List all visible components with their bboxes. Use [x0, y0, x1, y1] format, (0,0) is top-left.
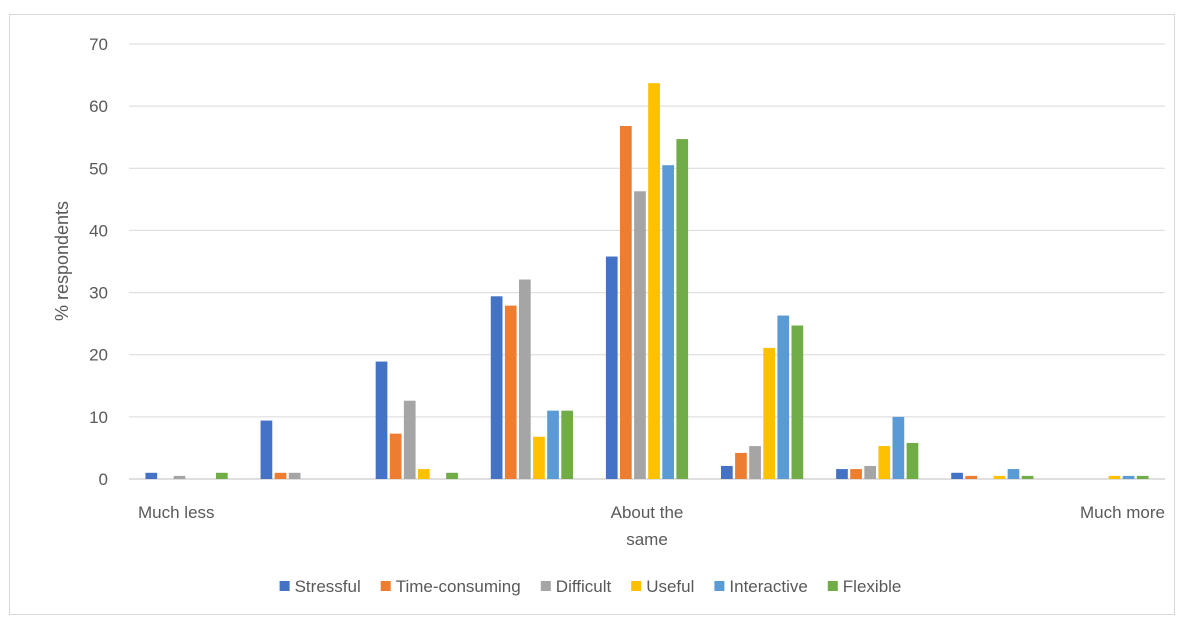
bar-interactive-4	[662, 165, 674, 479]
legend-label-useful: Useful	[646, 577, 694, 596]
legend: Stressful Time-consuming Difficult Useful In…	[279, 577, 902, 596]
x-category-label: About the	[611, 503, 684, 522]
bar-flexible-7	[1021, 475, 1034, 479]
legend-label-stressful: Stressful	[295, 577, 361, 596]
gridlines	[129, 43, 1165, 480]
bar-stressful-5	[721, 465, 733, 479]
bar-difficult-5	[749, 446, 761, 479]
bar-time-consuming-7	[965, 475, 978, 479]
bar-flexible-4	[676, 139, 689, 479]
bar-time-consuming-2	[389, 433, 402, 479]
y-axis-title: % respondents	[52, 201, 72, 321]
bar-difficult-6	[864, 465, 877, 479]
bar-flexible-2	[446, 472, 458, 479]
legend-swatch-useful	[631, 581, 642, 591]
bar-useful-5	[763, 347, 776, 479]
y-tick-label: 20	[89, 346, 108, 365]
x-category-label: Much more	[1080, 503, 1165, 522]
bar-stressful-3	[490, 296, 503, 479]
bar-flexible-5	[791, 325, 804, 479]
legend-swatch-difficult	[540, 581, 551, 591]
bar-flexible-6	[906, 442, 919, 479]
legend-swatch-time-consuming	[380, 581, 391, 591]
y-tick-label: 30	[89, 284, 108, 303]
legend-swatch-interactive	[714, 581, 725, 591]
bar-difficult-1	[288, 472, 301, 479]
x-category-label: Much less	[138, 503, 215, 522]
y-tick-label: 10	[89, 408, 108, 427]
bar-stressful-0	[145, 472, 158, 479]
legend-swatch-flexible	[827, 581, 838, 591]
bar-time-consuming-4	[620, 126, 632, 479]
bar-time-consuming-1	[274, 472, 287, 479]
bar-useful-6	[878, 446, 891, 479]
bar-useful-8	[1108, 475, 1121, 479]
bar-useful-3	[533, 436, 545, 479]
bar-flexible-8	[1136, 475, 1149, 479]
bar-interactive-6	[892, 416, 905, 479]
bar-interactive-5	[777, 315, 790, 479]
bar-stressful-7	[951, 472, 963, 479]
y-tick-label: 60	[89, 97, 108, 116]
bar-interactive-8	[1122, 475, 1135, 479]
bar-stressful-1	[260, 420, 273, 479]
y-axis-tick-labels: 0 10 20 30 40 50 60 70	[89, 35, 108, 489]
bar-interactive-3	[547, 410, 559, 479]
chart-border	[9, 14, 1175, 615]
legend-label-flexible: Flexible	[843, 577, 902, 596]
y-tick-label: 70	[89, 35, 108, 54]
bar-interactive-7	[1007, 469, 1020, 479]
bar-time-consuming-6	[850, 469, 862, 479]
legend-swatch-stressful	[279, 581, 290, 591]
bar-time-consuming-3	[504, 305, 517, 479]
bar-time-consuming-5	[735, 452, 747, 479]
x-axis-category-labels: Much less About the same Much more	[138, 503, 1165, 549]
bar-stressful-2	[375, 361, 388, 479]
y-tick-label: 0	[99, 470, 108, 489]
y-tick-label: 50	[89, 159, 108, 178]
legend-label-interactive: Interactive	[729, 577, 807, 596]
bar-useful-4	[648, 83, 660, 480]
bar-difficult-3	[518, 279, 531, 479]
bar-useful-2	[417, 469, 430, 479]
bar-stressful-6	[836, 469, 848, 479]
bar-flexible-0	[215, 472, 228, 479]
bar-stressful-4	[605, 256, 618, 479]
bar-difficult-4	[634, 191, 646, 479]
bar-difficult-0	[173, 475, 186, 479]
x-category-label: same	[626, 530, 668, 549]
bars	[145, 83, 1149, 480]
bar-flexible-3	[561, 410, 573, 479]
legend-label-time-consuming: Time-consuming	[396, 577, 521, 596]
y-tick-label: 40	[89, 221, 108, 240]
bar-useful-7	[993, 475, 1006, 479]
bar-difficult-2	[403, 400, 416, 479]
legend-label-difficult: Difficult	[556, 577, 612, 596]
